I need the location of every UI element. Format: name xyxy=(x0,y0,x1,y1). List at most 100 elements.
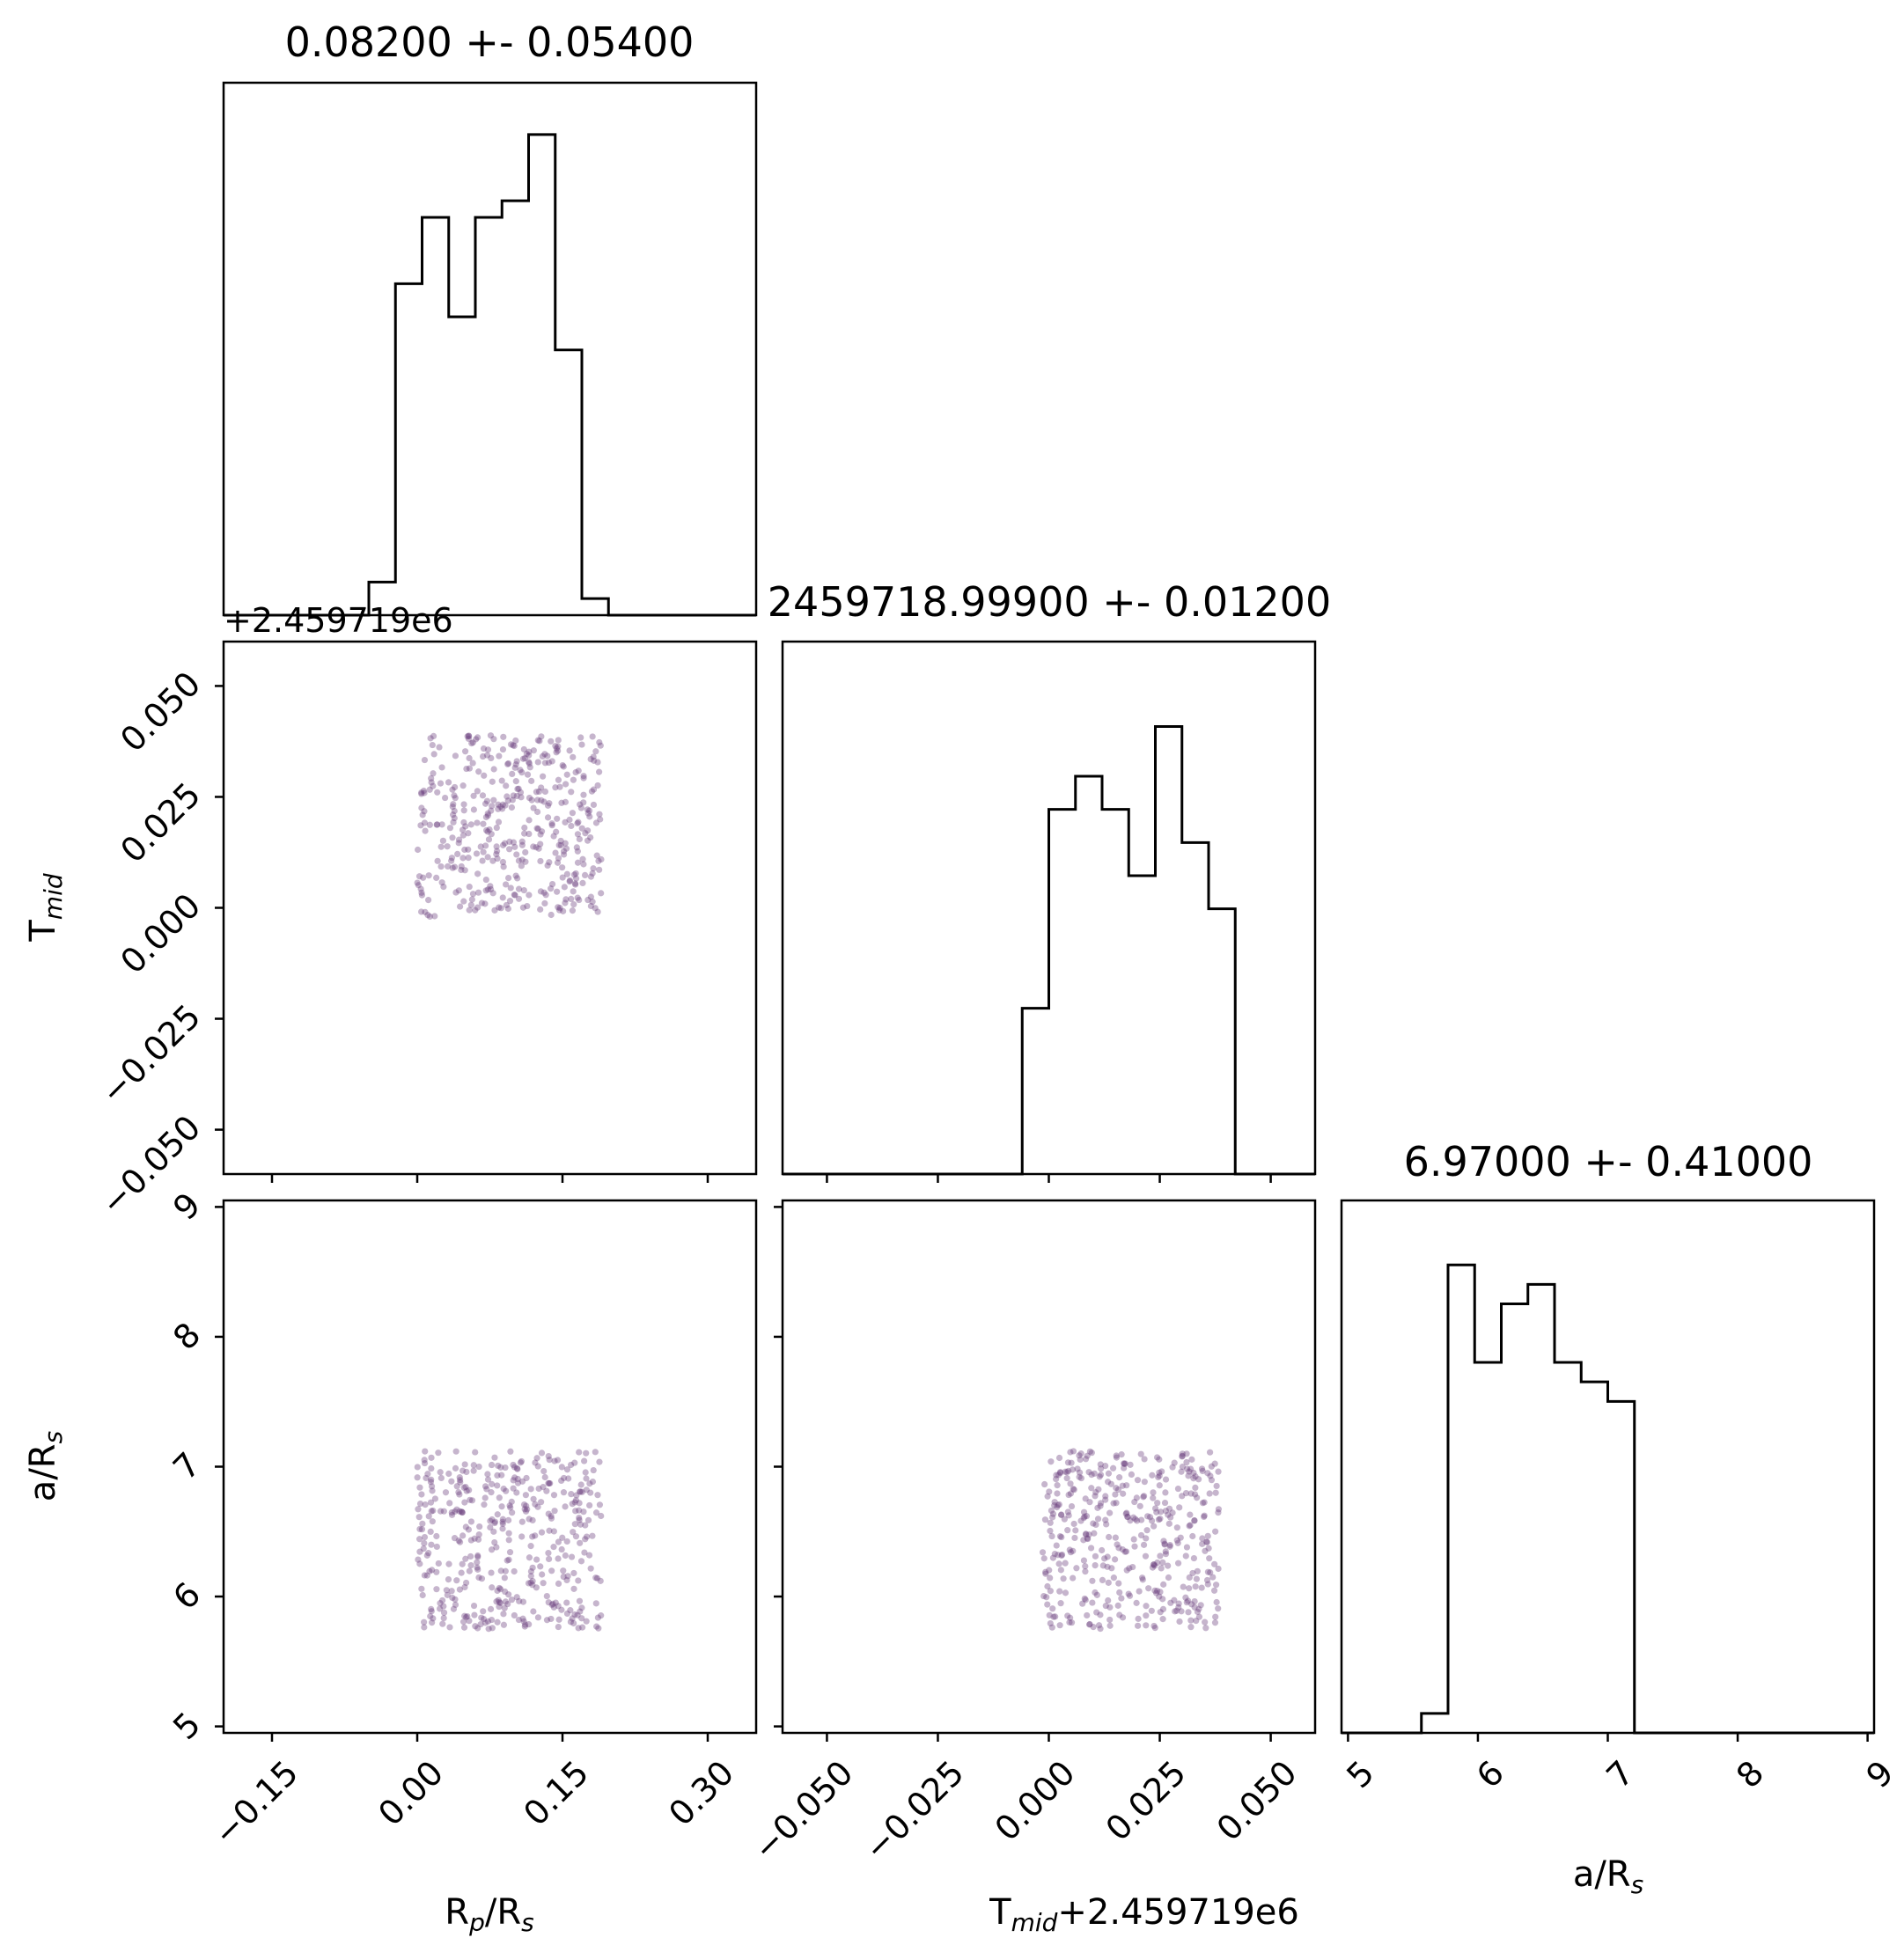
sample-point xyxy=(1151,1505,1159,1512)
sample-point xyxy=(1070,1486,1077,1493)
tmid-ylabel: Tmid xyxy=(23,873,68,942)
sample-point xyxy=(1162,1548,1169,1555)
sample-point xyxy=(563,1466,571,1473)
sample-point xyxy=(596,866,603,873)
sample-point xyxy=(452,1464,459,1472)
sample-point xyxy=(1119,1482,1126,1489)
sample-point xyxy=(1137,1531,1145,1539)
y-tick-label: 0.025 xyxy=(113,775,208,870)
sample-point xyxy=(456,1474,463,1481)
sample-point xyxy=(572,1508,579,1515)
sample-point xyxy=(1156,1472,1163,1479)
histogram-bar xyxy=(1128,876,1155,1174)
sample-point xyxy=(523,750,530,758)
sample-point xyxy=(482,842,489,849)
sample-point xyxy=(428,1508,435,1515)
sample-point xyxy=(1113,1452,1120,1459)
sample-point xyxy=(1110,1574,1117,1582)
sample-point xyxy=(533,1556,540,1563)
sample-point xyxy=(550,1528,557,1535)
sample-point xyxy=(569,1615,576,1622)
sample-point xyxy=(419,1520,426,1527)
sample-point xyxy=(1195,1613,1203,1620)
sample-point xyxy=(1139,1574,1146,1582)
sample-point xyxy=(1121,1460,1128,1467)
sample-point xyxy=(1153,1508,1160,1516)
sample-point xyxy=(427,1528,434,1536)
sample-point xyxy=(1142,1552,1150,1560)
sample-point xyxy=(582,1522,589,1529)
histogram-bar xyxy=(555,350,582,615)
sample-point xyxy=(576,1500,583,1507)
sample-point xyxy=(1076,1452,1083,1459)
sample-point xyxy=(518,1533,526,1540)
sample-point xyxy=(421,819,429,826)
sample-point xyxy=(438,879,445,886)
sample-point xyxy=(569,1501,576,1508)
sample-point xyxy=(555,743,562,750)
sample-point xyxy=(1076,1469,1084,1476)
sample-point xyxy=(478,1614,485,1621)
sample-point xyxy=(534,759,541,766)
sample-point xyxy=(1194,1494,1201,1501)
sample-point xyxy=(428,1605,435,1613)
sample-point xyxy=(577,801,584,808)
sample-point xyxy=(544,802,552,809)
sample-point xyxy=(543,1593,550,1600)
sample-point xyxy=(1116,1589,1123,1596)
sample-point xyxy=(548,738,555,745)
sample-point xyxy=(524,1506,531,1513)
sample-point xyxy=(549,1600,556,1607)
sample-point xyxy=(1129,1563,1136,1571)
sample-point xyxy=(529,1577,536,1585)
sample-point xyxy=(1127,1517,1134,1524)
sample-point xyxy=(583,1618,590,1625)
sample-point xyxy=(515,785,522,792)
sample-point xyxy=(575,767,582,774)
sample-point xyxy=(461,1612,468,1619)
sample-point xyxy=(427,1612,434,1620)
sample-point xyxy=(428,774,435,782)
sample-point xyxy=(539,752,546,760)
sample-point xyxy=(592,1600,599,1607)
sample-point xyxy=(456,903,464,910)
ars-histogram-frame xyxy=(1340,1199,1876,1735)
sample-point xyxy=(1199,1535,1206,1542)
sample-point xyxy=(514,785,521,793)
sample-point xyxy=(1088,1471,1095,1479)
sample-point xyxy=(1140,1494,1147,1501)
sample-point xyxy=(1124,1513,1131,1521)
sample-point xyxy=(548,1601,555,1609)
sample-point xyxy=(437,1600,444,1607)
sample-point xyxy=(592,748,599,755)
sample-point xyxy=(514,1479,522,1486)
sample-point xyxy=(466,1567,473,1574)
sample-point xyxy=(501,840,509,847)
sample-point xyxy=(498,1503,505,1510)
sample-point xyxy=(1212,1613,1219,1620)
sample-point xyxy=(512,872,519,879)
sample-point xyxy=(499,858,507,866)
sample-point xyxy=(459,855,467,862)
sample-point xyxy=(560,1489,568,1496)
sample-point xyxy=(466,1486,473,1494)
sample-point xyxy=(494,1587,501,1595)
sample-point xyxy=(534,1503,541,1510)
sample-point xyxy=(1047,1527,1054,1535)
sample-point xyxy=(1116,1474,1123,1481)
ars-xlabel: a/Rs xyxy=(1573,1854,1643,1899)
sample-point xyxy=(517,1459,524,1466)
sample-point xyxy=(491,906,498,914)
sample-point xyxy=(464,733,471,740)
sample-point xyxy=(1162,1476,1170,1483)
sample-point xyxy=(1140,1493,1148,1500)
sample-point xyxy=(482,876,489,884)
sample-point xyxy=(519,904,527,911)
sample-point xyxy=(1198,1584,1205,1591)
sample-point xyxy=(465,830,472,837)
sample-point xyxy=(440,1603,447,1610)
sample-point xyxy=(484,1471,491,1478)
sample-point xyxy=(482,813,490,821)
sample-point xyxy=(505,874,512,882)
sample-point xyxy=(502,1567,509,1574)
